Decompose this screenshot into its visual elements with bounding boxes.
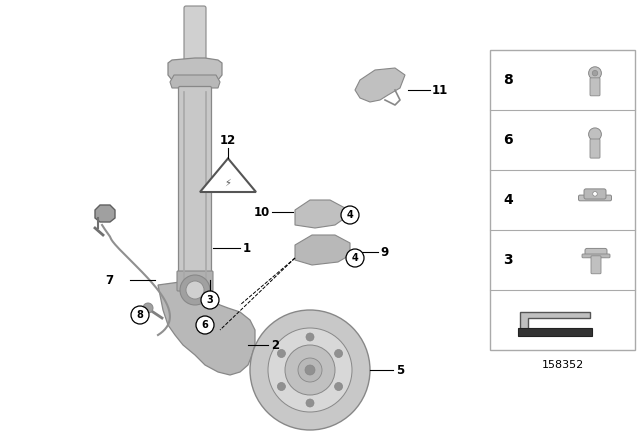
Circle shape [341, 206, 359, 224]
Polygon shape [295, 200, 345, 228]
Circle shape [335, 349, 342, 358]
Circle shape [285, 345, 335, 395]
Polygon shape [520, 312, 590, 330]
FancyBboxPatch shape [184, 6, 206, 65]
FancyBboxPatch shape [518, 328, 592, 336]
Polygon shape [95, 205, 115, 222]
Text: 6: 6 [202, 320, 209, 330]
Text: ⚡: ⚡ [225, 178, 232, 188]
Text: 12: 12 [220, 134, 236, 146]
Polygon shape [200, 159, 256, 192]
Text: 10: 10 [253, 206, 270, 219]
Circle shape [593, 192, 597, 196]
FancyBboxPatch shape [591, 256, 601, 274]
Circle shape [335, 383, 342, 391]
FancyBboxPatch shape [177, 271, 213, 291]
Circle shape [201, 291, 219, 309]
Circle shape [592, 70, 598, 76]
Text: 2: 2 [271, 339, 279, 352]
Circle shape [277, 383, 285, 391]
FancyBboxPatch shape [590, 78, 600, 96]
FancyBboxPatch shape [590, 139, 600, 158]
Text: 4: 4 [503, 193, 513, 207]
Text: 7: 7 [105, 273, 113, 287]
Circle shape [306, 399, 314, 407]
Circle shape [346, 249, 364, 267]
Text: 4: 4 [351, 253, 358, 263]
Circle shape [589, 67, 602, 80]
Circle shape [268, 328, 352, 412]
Text: 1: 1 [243, 241, 251, 254]
FancyBboxPatch shape [579, 195, 611, 201]
FancyBboxPatch shape [584, 189, 606, 199]
Polygon shape [295, 235, 350, 265]
Text: 158352: 158352 [541, 360, 584, 370]
Text: 6: 6 [503, 133, 513, 147]
FancyBboxPatch shape [179, 86, 211, 284]
Circle shape [186, 281, 204, 299]
Circle shape [277, 349, 285, 358]
Polygon shape [158, 280, 255, 375]
Circle shape [180, 275, 210, 305]
Text: 5: 5 [396, 363, 404, 376]
Circle shape [250, 310, 370, 430]
Text: 8: 8 [136, 310, 143, 320]
Text: 4: 4 [347, 210, 353, 220]
Circle shape [298, 358, 322, 382]
Text: 3: 3 [207, 295, 213, 305]
Circle shape [143, 303, 153, 313]
Text: 11: 11 [432, 83, 448, 96]
Polygon shape [168, 58, 222, 82]
Circle shape [306, 333, 314, 341]
FancyBboxPatch shape [490, 50, 635, 350]
Polygon shape [170, 75, 220, 88]
FancyBboxPatch shape [585, 249, 607, 257]
Text: 3: 3 [503, 253, 513, 267]
Text: 8: 8 [503, 73, 513, 87]
Text: 9: 9 [380, 246, 388, 258]
Polygon shape [355, 68, 405, 102]
Circle shape [196, 316, 214, 334]
Circle shape [589, 128, 602, 141]
Circle shape [131, 306, 149, 324]
FancyBboxPatch shape [582, 254, 610, 258]
Circle shape [305, 365, 315, 375]
